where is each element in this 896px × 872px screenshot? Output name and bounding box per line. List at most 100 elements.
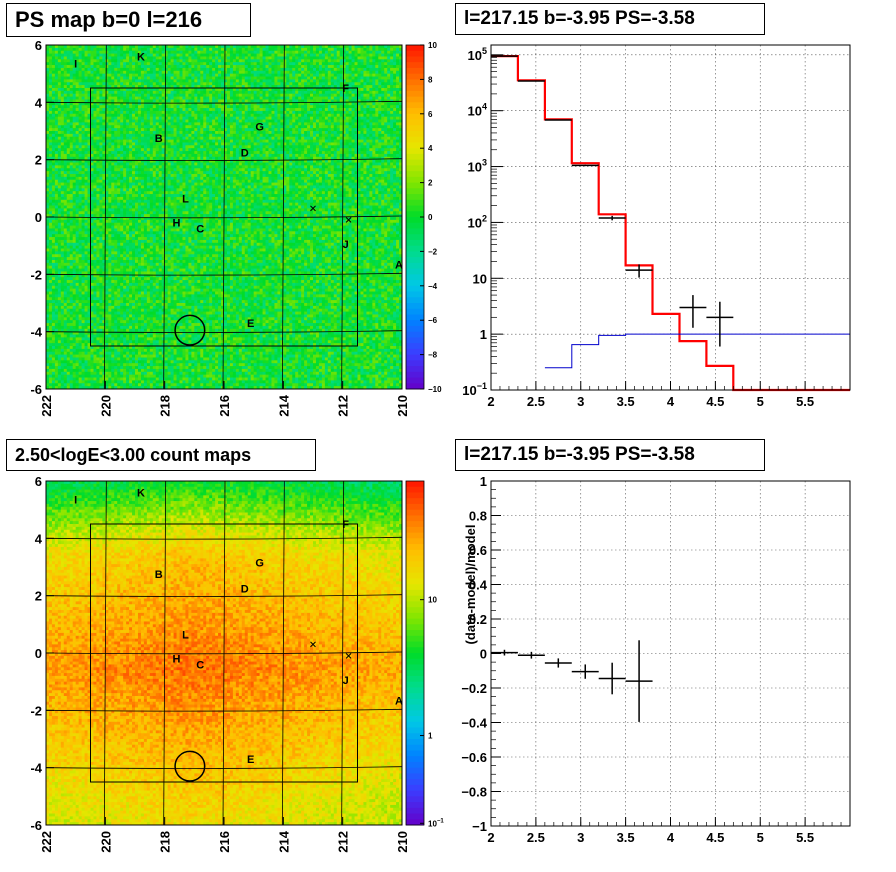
heatmap-cell [108, 56, 111, 59]
heatmap-cell [280, 145, 283, 148]
heatmap-cell [280, 99, 283, 102]
heatmap-cell [316, 122, 319, 125]
heatmap-cell [381, 142, 384, 145]
heatmap-cell [387, 51, 390, 54]
heatmap-cell [150, 131, 153, 134]
heatmap-cell [310, 120, 313, 123]
heatmap-cell [355, 56, 358, 59]
heatmap-cell [360, 140, 363, 143]
heatmap-cell [274, 77, 277, 80]
heatmap-cell [378, 128, 381, 131]
heatmap-cell [227, 59, 230, 62]
heatmap-cell [307, 51, 310, 54]
heatmap-cell [245, 74, 248, 77]
heatmap-cell [325, 68, 328, 71]
heatmap-cell [280, 97, 283, 100]
heatmap-cell [251, 108, 254, 111]
heatmap-cell [215, 120, 218, 123]
heatmap-cell [280, 62, 283, 65]
heatmap-cell [260, 105, 263, 108]
heatmap-cell [307, 54, 310, 57]
heatmap-cell [209, 120, 212, 123]
heatmap-cell [366, 59, 369, 62]
heatmap-cell [384, 77, 387, 80]
heatmap-cell [340, 59, 343, 62]
heatmap-cell [396, 125, 399, 128]
heatmap-cell [58, 120, 61, 123]
heatmap-cell [316, 148, 319, 151]
heatmap-cell [108, 128, 111, 131]
heatmap-cell [295, 91, 298, 94]
heatmap-cell [96, 97, 99, 100]
heatmap-cell [346, 71, 349, 74]
heatmap-cell [363, 120, 366, 123]
heatmap-cell [352, 134, 355, 137]
heatmap-cell [82, 77, 85, 80]
heatmap-cell [168, 77, 171, 80]
heatmap-cell [248, 122, 251, 125]
heatmap-cell [111, 79, 114, 82]
heatmap-cell [289, 142, 292, 145]
heatmap-cell [328, 77, 331, 80]
heatmap-cell [197, 114, 200, 117]
heatmap-cell [286, 120, 289, 123]
heatmap-cell [162, 48, 165, 51]
heatmap-cell [369, 99, 372, 102]
heatmap-cell [46, 137, 49, 140]
heatmap-cell [218, 54, 221, 57]
heatmap-cell [230, 142, 233, 145]
heatmap-cell [191, 79, 194, 82]
heatmap-cell [76, 108, 79, 111]
heatmap-cell [55, 94, 58, 97]
heatmap-cell [182, 65, 185, 68]
heatmap-cell [352, 77, 355, 80]
heatmap-cell [177, 134, 180, 137]
heatmap-cell [369, 111, 372, 114]
heatmap-cell [331, 97, 334, 100]
heatmap-cell [396, 102, 399, 105]
heatmap-cell [102, 131, 105, 134]
heatmap-cell [200, 74, 203, 77]
heatmap-cell [245, 51, 248, 54]
heatmap-cell [58, 117, 61, 120]
heatmap-cell [360, 94, 363, 97]
heatmap-cell [209, 134, 212, 137]
heatmap-cell [378, 54, 381, 57]
heatmap-cell [248, 54, 251, 57]
heatmap-cell [156, 108, 159, 111]
heatmap-cell [168, 134, 171, 137]
heatmap-cell [396, 142, 399, 145]
heatmap-cell [91, 137, 94, 140]
heatmap-cell [171, 77, 174, 80]
heatmap-cell [49, 145, 52, 148]
heatmap-cell [301, 68, 304, 71]
heatmap-cell [358, 148, 361, 151]
heatmap-cell [396, 82, 399, 85]
heatmap-cell [271, 91, 274, 94]
heatmap-cell [46, 111, 49, 114]
heatmap-cell [162, 108, 165, 111]
heatmap-cell [85, 51, 88, 54]
heatmap-cell [188, 68, 191, 71]
heatmap-cell [138, 79, 141, 82]
heatmap-cell [325, 137, 328, 140]
heatmap-cell [46, 88, 49, 91]
heatmap-cell [82, 120, 85, 123]
heatmap-cell [289, 105, 292, 108]
heatmap-cell [378, 82, 381, 85]
heatmap-cell [126, 128, 129, 131]
heatmap-cell [295, 142, 298, 145]
heatmap-cell [96, 65, 99, 68]
heatmap-cell [271, 122, 274, 125]
heatmap-cell [269, 82, 272, 85]
heatmap-cell [168, 68, 171, 71]
heatmap-cell [159, 114, 162, 117]
heatmap-cell [111, 137, 114, 140]
heatmap-cell [174, 131, 177, 134]
heatmap-cell [384, 125, 387, 128]
heatmap-cell [212, 68, 215, 71]
heatmap-cell [289, 99, 292, 102]
heatmap-cell [114, 111, 117, 114]
heatmap-cell [322, 117, 325, 120]
heatmap-cell [96, 54, 99, 57]
